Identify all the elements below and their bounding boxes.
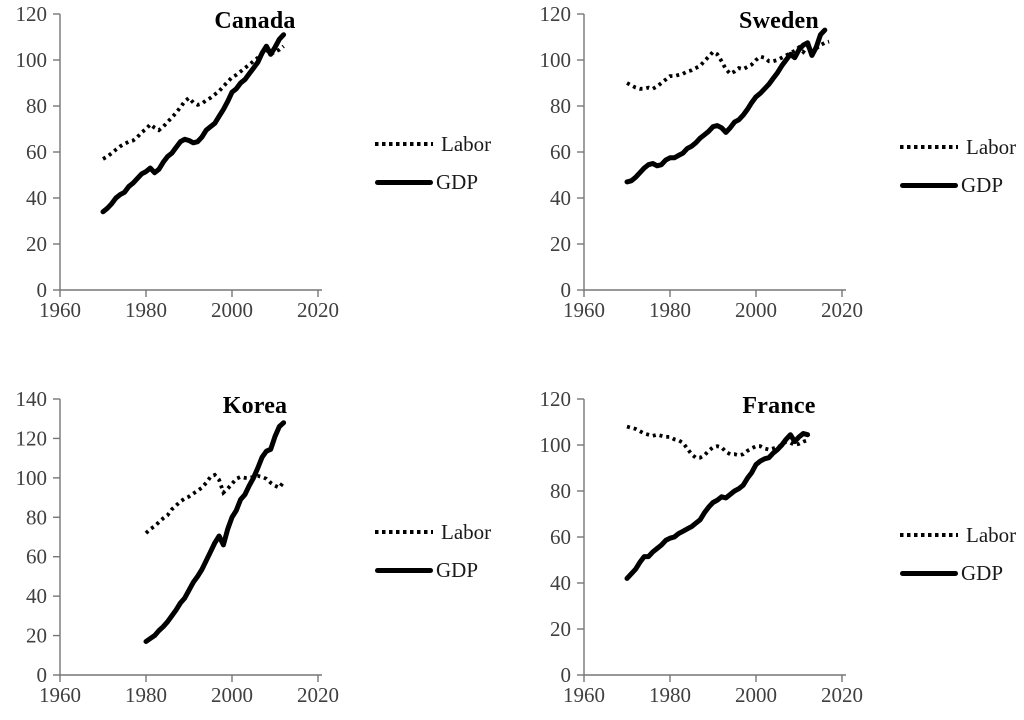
x-tick-label: 2020	[821, 298, 863, 322]
y-tick-label: 60	[26, 545, 47, 569]
y-tick-label: 20	[26, 232, 47, 256]
canada-legend: Labor GDP	[375, 131, 492, 209]
y-tick-label: 120	[16, 2, 48, 26]
y-tick-label: 80	[550, 94, 571, 118]
y-tick-label: 80	[26, 505, 47, 529]
x-tick-label: 1980	[125, 683, 167, 707]
y-tick-label: 60	[550, 140, 571, 164]
chart-panel-canada: 0 20 40 60 80 100 120 1960 1980 2000 2020 Canada L…	[0, 0, 540, 345]
y-tick-label: 120	[540, 2, 572, 26]
legend-label-gdp: GDP	[436, 557, 479, 582]
legend-label-gdp: GDP	[436, 169, 479, 194]
labor-dotted-line-icon	[900, 145, 958, 149]
france-line-chart: 0 20 40 60 80 100 120 1960 1980 2000 2020	[540, 387, 864, 707]
y-tick-label: 120	[16, 426, 48, 450]
y-tick-label: 40	[26, 186, 47, 210]
axes: 0 20 40 60 80 100 120 1960 1980 2000 2020	[540, 387, 864, 707]
y-tick-label: 20	[26, 624, 47, 648]
chart-panel-korea: 0 20 40 60 80 100 120 140 1960 1980 2000 2020 Korea…	[0, 385, 540, 720]
labor-dotted-line-icon	[375, 142, 433, 146]
x-tick-label: 2020	[821, 683, 863, 707]
series-labor	[144, 472, 286, 535]
y-tick-label: 100	[16, 48, 48, 72]
sweden-chart-title: Sweden	[739, 8, 819, 34]
y-tick-label: 40	[550, 571, 571, 595]
sweden-legend: Labor GDP	[900, 134, 1017, 212]
gdp-solid-line-icon	[900, 570, 958, 576]
series-gdp	[624, 27, 828, 185]
x-tick-label: 2020	[297, 683, 339, 707]
y-tick-label: 40	[26, 584, 47, 608]
axes: 0 20 40 60 80 100 120 140 1960 1980 2000 2020	[16, 387, 340, 707]
chart-panel-france: 0 20 40 60 80 100 120 1960 1980 2000 2020 France L…	[524, 385, 1024, 720]
x-tick-label: 1980	[125, 298, 167, 322]
axes: 0 20 40 60 80 100 120 1960 1980 2000 2020	[16, 2, 340, 322]
legend-item-gdp: GDP	[900, 560, 1016, 585]
x-tick-label: 2000	[211, 683, 253, 707]
series-gdp	[100, 32, 287, 215]
legend-label-labor: Labor	[966, 134, 1017, 159]
y-tick-label: 120	[540, 387, 572, 411]
labor-dotted-line-icon	[375, 530, 433, 534]
y-tick-label: 0	[561, 278, 572, 302]
canada-line-chart: 0 20 40 60 80 100 120 1960 1980 2000 2020	[16, 2, 340, 322]
legend-item-gdp: GDP	[900, 172, 1016, 197]
sweden-line-chart: 0 20 40 60 80 100 120 1960 1980 2000 2020	[540, 2, 864, 322]
legend-item-gdp: GDP	[375, 169, 491, 194]
y-tick-label: 0	[561, 663, 572, 687]
axes: 0 20 40 60 80 100 120 1960 1980 2000 2020	[540, 2, 864, 322]
x-tick-label: 1960	[563, 683, 605, 707]
x-tick-label: 1980	[649, 298, 691, 322]
france-legend: Labor GDP	[900, 522, 1017, 600]
series-labor	[102, 44, 285, 161]
gdp-solid-line-icon	[375, 179, 433, 185]
y-tick-label: 80	[26, 94, 47, 118]
x-tick-label: 1980	[649, 683, 691, 707]
series-gdp	[624, 431, 811, 581]
x-tick-label: 1960	[39, 298, 81, 322]
labor-dotted-line-icon	[900, 533, 958, 537]
y-tick-label: 80	[550, 479, 571, 503]
legend-item-gdp: GDP	[375, 557, 491, 582]
gdp-solid-line-icon	[900, 182, 958, 188]
chart-panel-sweden: 0 20 40 60 80 100 120 1960 1980 2000 2020 Sweden L…	[524, 0, 1024, 345]
legend-item-labor: Labor	[375, 131, 492, 156]
y-tick-label: 40	[550, 186, 571, 210]
korea-line-chart: 0 20 40 60 80 100 120 140 1960 1980 2000 2020	[16, 387, 340, 707]
legend-label-labor: Labor	[966, 522, 1017, 547]
y-tick-label: 20	[550, 617, 571, 641]
korea-chart-title: Korea	[222, 393, 288, 419]
y-tick-label: 100	[16, 466, 48, 490]
legend-item-labor: Labor	[900, 522, 1017, 547]
gdp-solid-line-icon	[375, 567, 433, 573]
x-tick-label: 2000	[211, 298, 253, 322]
x-tick-label: 2000	[735, 298, 777, 322]
legend-label-labor: Labor	[441, 519, 492, 544]
legend-label-labor: Labor	[441, 131, 492, 156]
x-tick-label: 1960	[39, 683, 81, 707]
y-tick-label: 140	[16, 387, 48, 411]
y-tick-label: 60	[26, 140, 47, 164]
y-tick-label: 100	[540, 433, 572, 457]
y-tick-label: 0	[37, 278, 48, 302]
x-tick-label: 2000	[735, 683, 777, 707]
series-labor	[626, 39, 830, 91]
korea-legend: Labor GDP	[375, 519, 492, 597]
legend-label-gdp: GDP	[961, 172, 1004, 197]
y-tick-label: 0	[37, 663, 48, 687]
x-tick-label: 2020	[297, 298, 339, 322]
y-tick-label: 100	[540, 48, 572, 72]
legend-label-gdp: GDP	[961, 560, 1004, 585]
y-tick-label: 60	[550, 525, 571, 549]
france-chart-title: France	[742, 393, 816, 419]
series-gdp	[143, 420, 287, 644]
legend-item-labor: Labor	[900, 134, 1017, 159]
series-labor	[626, 424, 809, 460]
x-tick-label: 1960	[563, 298, 605, 322]
y-tick-label: 20	[550, 232, 571, 256]
legend-item-labor: Labor	[375, 519, 492, 544]
canada-chart-title: Canada	[214, 8, 296, 34]
